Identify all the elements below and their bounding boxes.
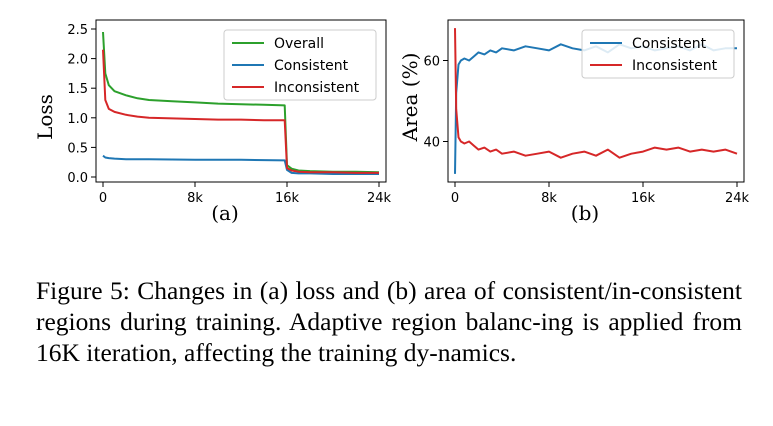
x-tick-label: 16k [631,191,656,206]
x-tick-label: 8k [541,191,557,206]
series-line-overall [102,31,380,174]
legend-label: Consistent [632,36,707,52]
x-tick-label: 0 [451,191,459,206]
y-tick-label: 60 [423,55,440,70]
figure: Loss (a) 0 8k 16k 24k 0.0 0.5 1.0 1.5 2.0 2.5 Ove… [33,19,750,225]
y-tick-label: 2.0 [67,53,88,68]
panel-b-axes-frame [447,19,745,183]
series-line-inconsistent [102,49,379,174]
panel-a-axes-frame [95,19,387,183]
figure-caption: Figure 5: Changes in (a) loss and (b) ar… [36,276,742,367]
panel-b-area-chart: Area (%) (b) 0 8k 16k 24k 40 60 Consistent Inc… [398,19,750,225]
y-tick-label: 1.5 [67,82,88,97]
y-tick-label: 0.0 [67,171,88,186]
panel-a-legend: Overall Consistent Inconsistent [223,29,377,101]
x-tick-label: 24k [367,191,392,206]
panel-b-legend: Consistent Inconsistent [581,29,735,79]
legend-box [223,29,377,101]
series-line-inconsistent [454,28,738,159]
series-line-consistent [102,154,379,175]
legend-label: Inconsistent [274,80,360,96]
x-tick-label: 16k [275,191,300,206]
legend-label: Overall [274,36,324,52]
legend-label: Consistent [274,58,349,74]
x-tick-label: 8k [187,191,203,206]
panel-b-sublabel: (b) [571,201,599,225]
panel-b-ylabel: Area (%) [398,53,422,143]
x-tick-label: 24k [725,191,750,206]
x-tick-label: 0 [99,191,107,206]
y-tick-label: 40 [423,136,440,151]
y-tick-label: 2.5 [67,23,88,38]
y-tick-label: 0.5 [67,141,88,156]
panel-a-ylabel: Loss [33,94,57,140]
legend-label: Inconsistent [632,58,718,74]
panel-a-loss-chart: Loss (a) 0 8k 16k 24k 0.0 0.5 1.0 1.5 2.0 2.5 Ove… [33,19,392,225]
y-tick-label: 1.0 [67,112,88,127]
panel-a-sublabel: (a) [211,201,239,225]
